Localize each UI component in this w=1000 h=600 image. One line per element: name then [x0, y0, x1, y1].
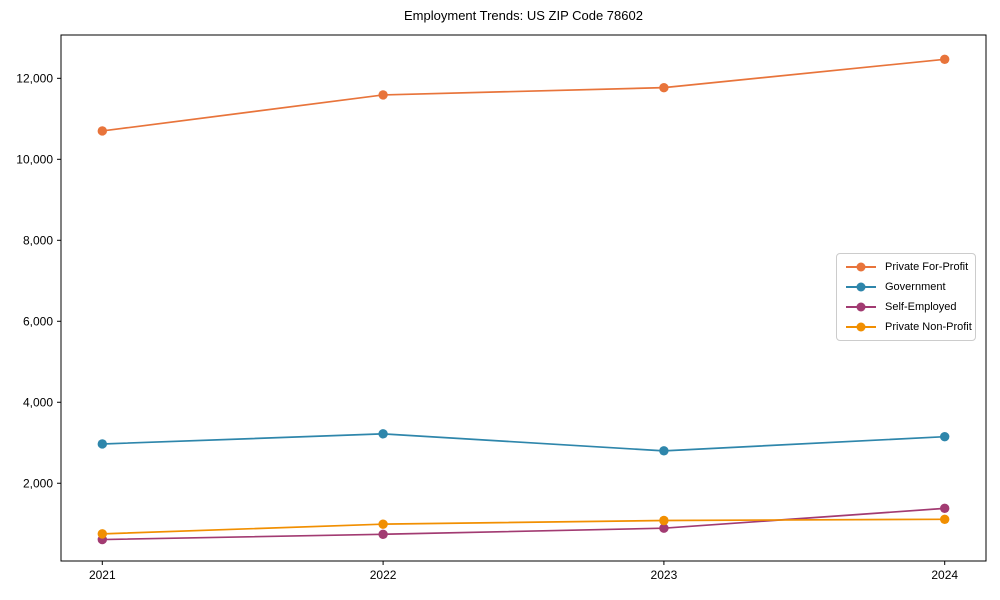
- legend-dot-icon: [856, 302, 866, 312]
- series-line-self-employed: [101, 507, 946, 541]
- y-tick-label: 8,000: [23, 233, 53, 247]
- y-tick-label: 12,000: [16, 72, 53, 86]
- legend-item-government: Government: [846, 277, 975, 297]
- x-tick-label: 2021: [89, 568, 116, 582]
- series-line-government: [101, 433, 946, 452]
- legend-marker-icon: [846, 322, 876, 332]
- data-point-private-non-profit-2023: [659, 515, 669, 526]
- data-point-private-for-profit-2023: [659, 82, 669, 93]
- legend-dot-icon: [856, 282, 866, 292]
- data-point-private-non-profit-2024: [940, 514, 950, 524]
- legend-marker-icon: [846, 262, 876, 272]
- y-tick-label: 4,000: [23, 395, 53, 409]
- legend-label: Self-Employed: [885, 301, 957, 313]
- data-point-government-2024: [940, 431, 950, 442]
- x-tick-label: 2022: [370, 568, 397, 582]
- legend-marker-icon: [846, 302, 876, 312]
- data-point-government-2022: [378, 429, 388, 439]
- y-tick-label: 6,000: [23, 314, 53, 328]
- series-private-non-profit: [97, 514, 950, 539]
- x-tick-label: 2024: [931, 568, 958, 582]
- legend-label: Government: [885, 281, 946, 293]
- data-point-self-employed-2024: [940, 503, 950, 514]
- series-government: [97, 429, 950, 456]
- data-point-self-employed-2022: [378, 529, 388, 539]
- chart-title: Employment Trends: US ZIP Code 78602: [404, 8, 643, 23]
- series-line-private-for-profit: [101, 58, 946, 132]
- legend-label: Private Non-Profit: [885, 321, 972, 333]
- data-point-private-for-profit-2021: [97, 126, 108, 136]
- legend: Private For-Profit Government Self-Employe…: [836, 253, 976, 341]
- legend-item-self-employed: Self-Employed: [846, 297, 975, 317]
- plot-frame: [60, 34, 987, 562]
- data-point-private-for-profit-2024: [940, 54, 950, 64]
- y-tick-label: 10,000: [16, 153, 53, 167]
- legend-label: Private For-Profit: [885, 261, 969, 273]
- data-point-private-non-profit-2022: [378, 519, 388, 529]
- y-tick-label: 2,000: [23, 476, 53, 490]
- data-point-private-for-profit-2022: [378, 90, 388, 100]
- legend-marker-icon: [846, 282, 876, 292]
- legend-dot-icon: [856, 262, 866, 272]
- data-point-government-2021: [97, 439, 108, 449]
- data-point-self-employed-2023: [659, 523, 669, 533]
- legend-item-private-non-profit: Private Non-Profit: [846, 317, 975, 337]
- legend-item-private-for-profit: Private For-Profit: [846, 257, 975, 277]
- data-point-private-non-profit-2021: [97, 529, 108, 539]
- series-private-for-profit: [97, 54, 950, 136]
- series-line-private-non-profit: [101, 518, 946, 535]
- series-self-employed: [97, 503, 950, 545]
- legend-dot-icon: [856, 322, 866, 332]
- x-tick-label: 2023: [651, 568, 678, 582]
- axes: 2,000 4,000 6,000 8,000 10,000 12,000 2021 2022…: [16, 34, 987, 582]
- data-point-government-2023: [659, 446, 669, 456]
